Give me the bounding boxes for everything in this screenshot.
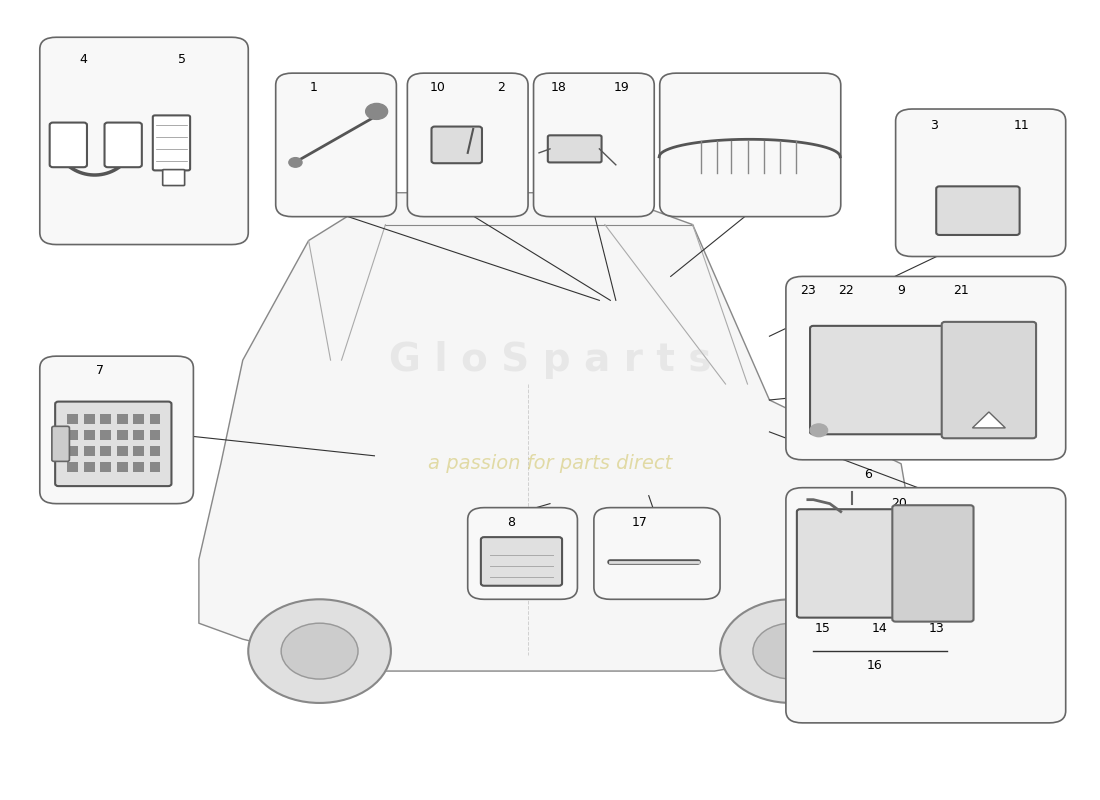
- Circle shape: [289, 158, 302, 167]
- Text: 11: 11: [1014, 119, 1030, 132]
- FancyBboxPatch shape: [40, 38, 249, 245]
- FancyBboxPatch shape: [153, 115, 190, 170]
- Polygon shape: [199, 193, 923, 671]
- Text: 20: 20: [891, 498, 906, 510]
- FancyBboxPatch shape: [55, 402, 172, 486]
- Polygon shape: [972, 412, 1005, 428]
- Text: 7: 7: [96, 364, 104, 377]
- FancyBboxPatch shape: [942, 322, 1036, 438]
- FancyBboxPatch shape: [796, 510, 902, 618]
- Text: 19: 19: [614, 81, 629, 94]
- FancyBboxPatch shape: [104, 122, 142, 167]
- Bar: [150, 414, 161, 424]
- FancyBboxPatch shape: [276, 73, 396, 217]
- Bar: [100, 414, 111, 424]
- FancyBboxPatch shape: [785, 277, 1066, 460]
- Text: 1: 1: [310, 81, 318, 94]
- Bar: [100, 462, 111, 472]
- Text: 4: 4: [79, 54, 88, 66]
- Bar: [84, 430, 95, 440]
- Text: 16: 16: [867, 659, 882, 672]
- Text: 3: 3: [931, 119, 938, 132]
- Bar: [117, 414, 128, 424]
- Bar: [133, 462, 144, 472]
- Text: 21: 21: [954, 285, 969, 298]
- FancyBboxPatch shape: [52, 426, 69, 462]
- Bar: [67, 446, 78, 456]
- FancyBboxPatch shape: [660, 73, 840, 217]
- Circle shape: [282, 623, 358, 679]
- Bar: [84, 462, 95, 472]
- Text: 10: 10: [430, 81, 446, 94]
- Bar: [117, 462, 128, 472]
- Bar: [133, 430, 144, 440]
- Text: G l o S p a r t s: G l o S p a r t s: [388, 341, 712, 379]
- Text: 22: 22: [838, 285, 854, 298]
- Text: 23: 23: [800, 285, 816, 298]
- FancyBboxPatch shape: [936, 186, 1020, 235]
- FancyBboxPatch shape: [431, 126, 482, 163]
- FancyBboxPatch shape: [785, 488, 1066, 723]
- Bar: [100, 430, 111, 440]
- Text: 13: 13: [928, 622, 944, 634]
- FancyBboxPatch shape: [50, 122, 87, 167]
- Circle shape: [754, 623, 829, 679]
- Text: 15: 15: [814, 622, 830, 634]
- Text: 17: 17: [632, 515, 648, 529]
- FancyBboxPatch shape: [163, 170, 185, 186]
- Bar: [150, 446, 161, 456]
- Bar: [117, 430, 128, 440]
- FancyBboxPatch shape: [810, 326, 948, 434]
- Bar: [133, 446, 144, 456]
- Text: 18: 18: [551, 81, 566, 94]
- FancyBboxPatch shape: [892, 506, 974, 622]
- Text: 5: 5: [178, 54, 186, 66]
- FancyBboxPatch shape: [468, 508, 578, 599]
- Text: 6: 6: [865, 468, 872, 481]
- Text: a passion for parts direct: a passion for parts direct: [428, 454, 672, 474]
- FancyBboxPatch shape: [481, 537, 562, 586]
- FancyBboxPatch shape: [594, 508, 720, 599]
- Bar: [133, 414, 144, 424]
- Text: 14: 14: [871, 622, 887, 634]
- Bar: [150, 430, 161, 440]
- Circle shape: [249, 599, 390, 703]
- FancyBboxPatch shape: [534, 73, 654, 217]
- Bar: [150, 462, 161, 472]
- FancyBboxPatch shape: [548, 135, 602, 162]
- Circle shape: [365, 103, 387, 119]
- Bar: [117, 446, 128, 456]
- Bar: [100, 446, 111, 456]
- Circle shape: [720, 599, 862, 703]
- Bar: [84, 446, 95, 456]
- Text: 8: 8: [507, 515, 516, 529]
- Bar: [84, 414, 95, 424]
- Text: 2: 2: [497, 81, 505, 94]
- Bar: [67, 462, 78, 472]
- FancyBboxPatch shape: [40, 356, 194, 504]
- Text: 9: 9: [898, 285, 905, 298]
- Bar: [67, 414, 78, 424]
- Circle shape: [810, 424, 827, 437]
- Bar: [67, 430, 78, 440]
- FancyBboxPatch shape: [407, 73, 528, 217]
- FancyBboxPatch shape: [895, 109, 1066, 257]
